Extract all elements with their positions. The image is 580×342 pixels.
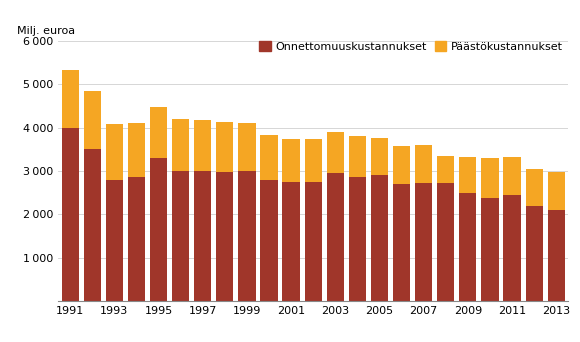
Bar: [150, 107, 167, 158]
Bar: [327, 132, 344, 173]
Bar: [415, 183, 432, 301]
Bar: [481, 198, 499, 301]
Bar: [349, 177, 366, 301]
Bar: [503, 195, 521, 301]
Bar: [349, 136, 366, 177]
Bar: [459, 157, 477, 193]
Bar: [150, 158, 167, 301]
Bar: [525, 206, 543, 301]
Bar: [128, 123, 145, 177]
Bar: [84, 91, 101, 149]
Bar: [260, 135, 278, 180]
Bar: [393, 184, 410, 301]
Bar: [260, 180, 278, 301]
Bar: [481, 158, 499, 198]
Bar: [84, 149, 101, 301]
Bar: [216, 172, 233, 301]
Bar: [327, 173, 344, 301]
Bar: [371, 137, 388, 175]
Bar: [238, 171, 256, 301]
Bar: [282, 139, 300, 182]
Bar: [194, 171, 211, 301]
Bar: [106, 180, 123, 301]
Legend: Onnettomuuskustannukset, Päästökustannukset: Onnettomuuskustannukset, Päästökustannuk…: [259, 41, 563, 52]
Bar: [503, 157, 521, 195]
Bar: [437, 183, 454, 301]
Bar: [304, 139, 322, 182]
Bar: [371, 175, 388, 301]
Bar: [128, 177, 145, 301]
Text: Milj. euroa: Milj. euroa: [17, 26, 75, 36]
Bar: [238, 123, 256, 171]
Bar: [393, 146, 410, 184]
Bar: [282, 182, 300, 301]
Bar: [216, 122, 233, 172]
Bar: [194, 120, 211, 171]
Bar: [106, 124, 123, 180]
Bar: [548, 172, 565, 210]
Bar: [304, 182, 322, 301]
Bar: [172, 171, 189, 301]
Bar: [415, 145, 432, 183]
Bar: [61, 70, 79, 128]
Bar: [61, 128, 79, 301]
Bar: [437, 156, 454, 183]
Bar: [459, 193, 477, 301]
Bar: [548, 210, 565, 301]
Bar: [172, 119, 189, 171]
Bar: [525, 169, 543, 206]
